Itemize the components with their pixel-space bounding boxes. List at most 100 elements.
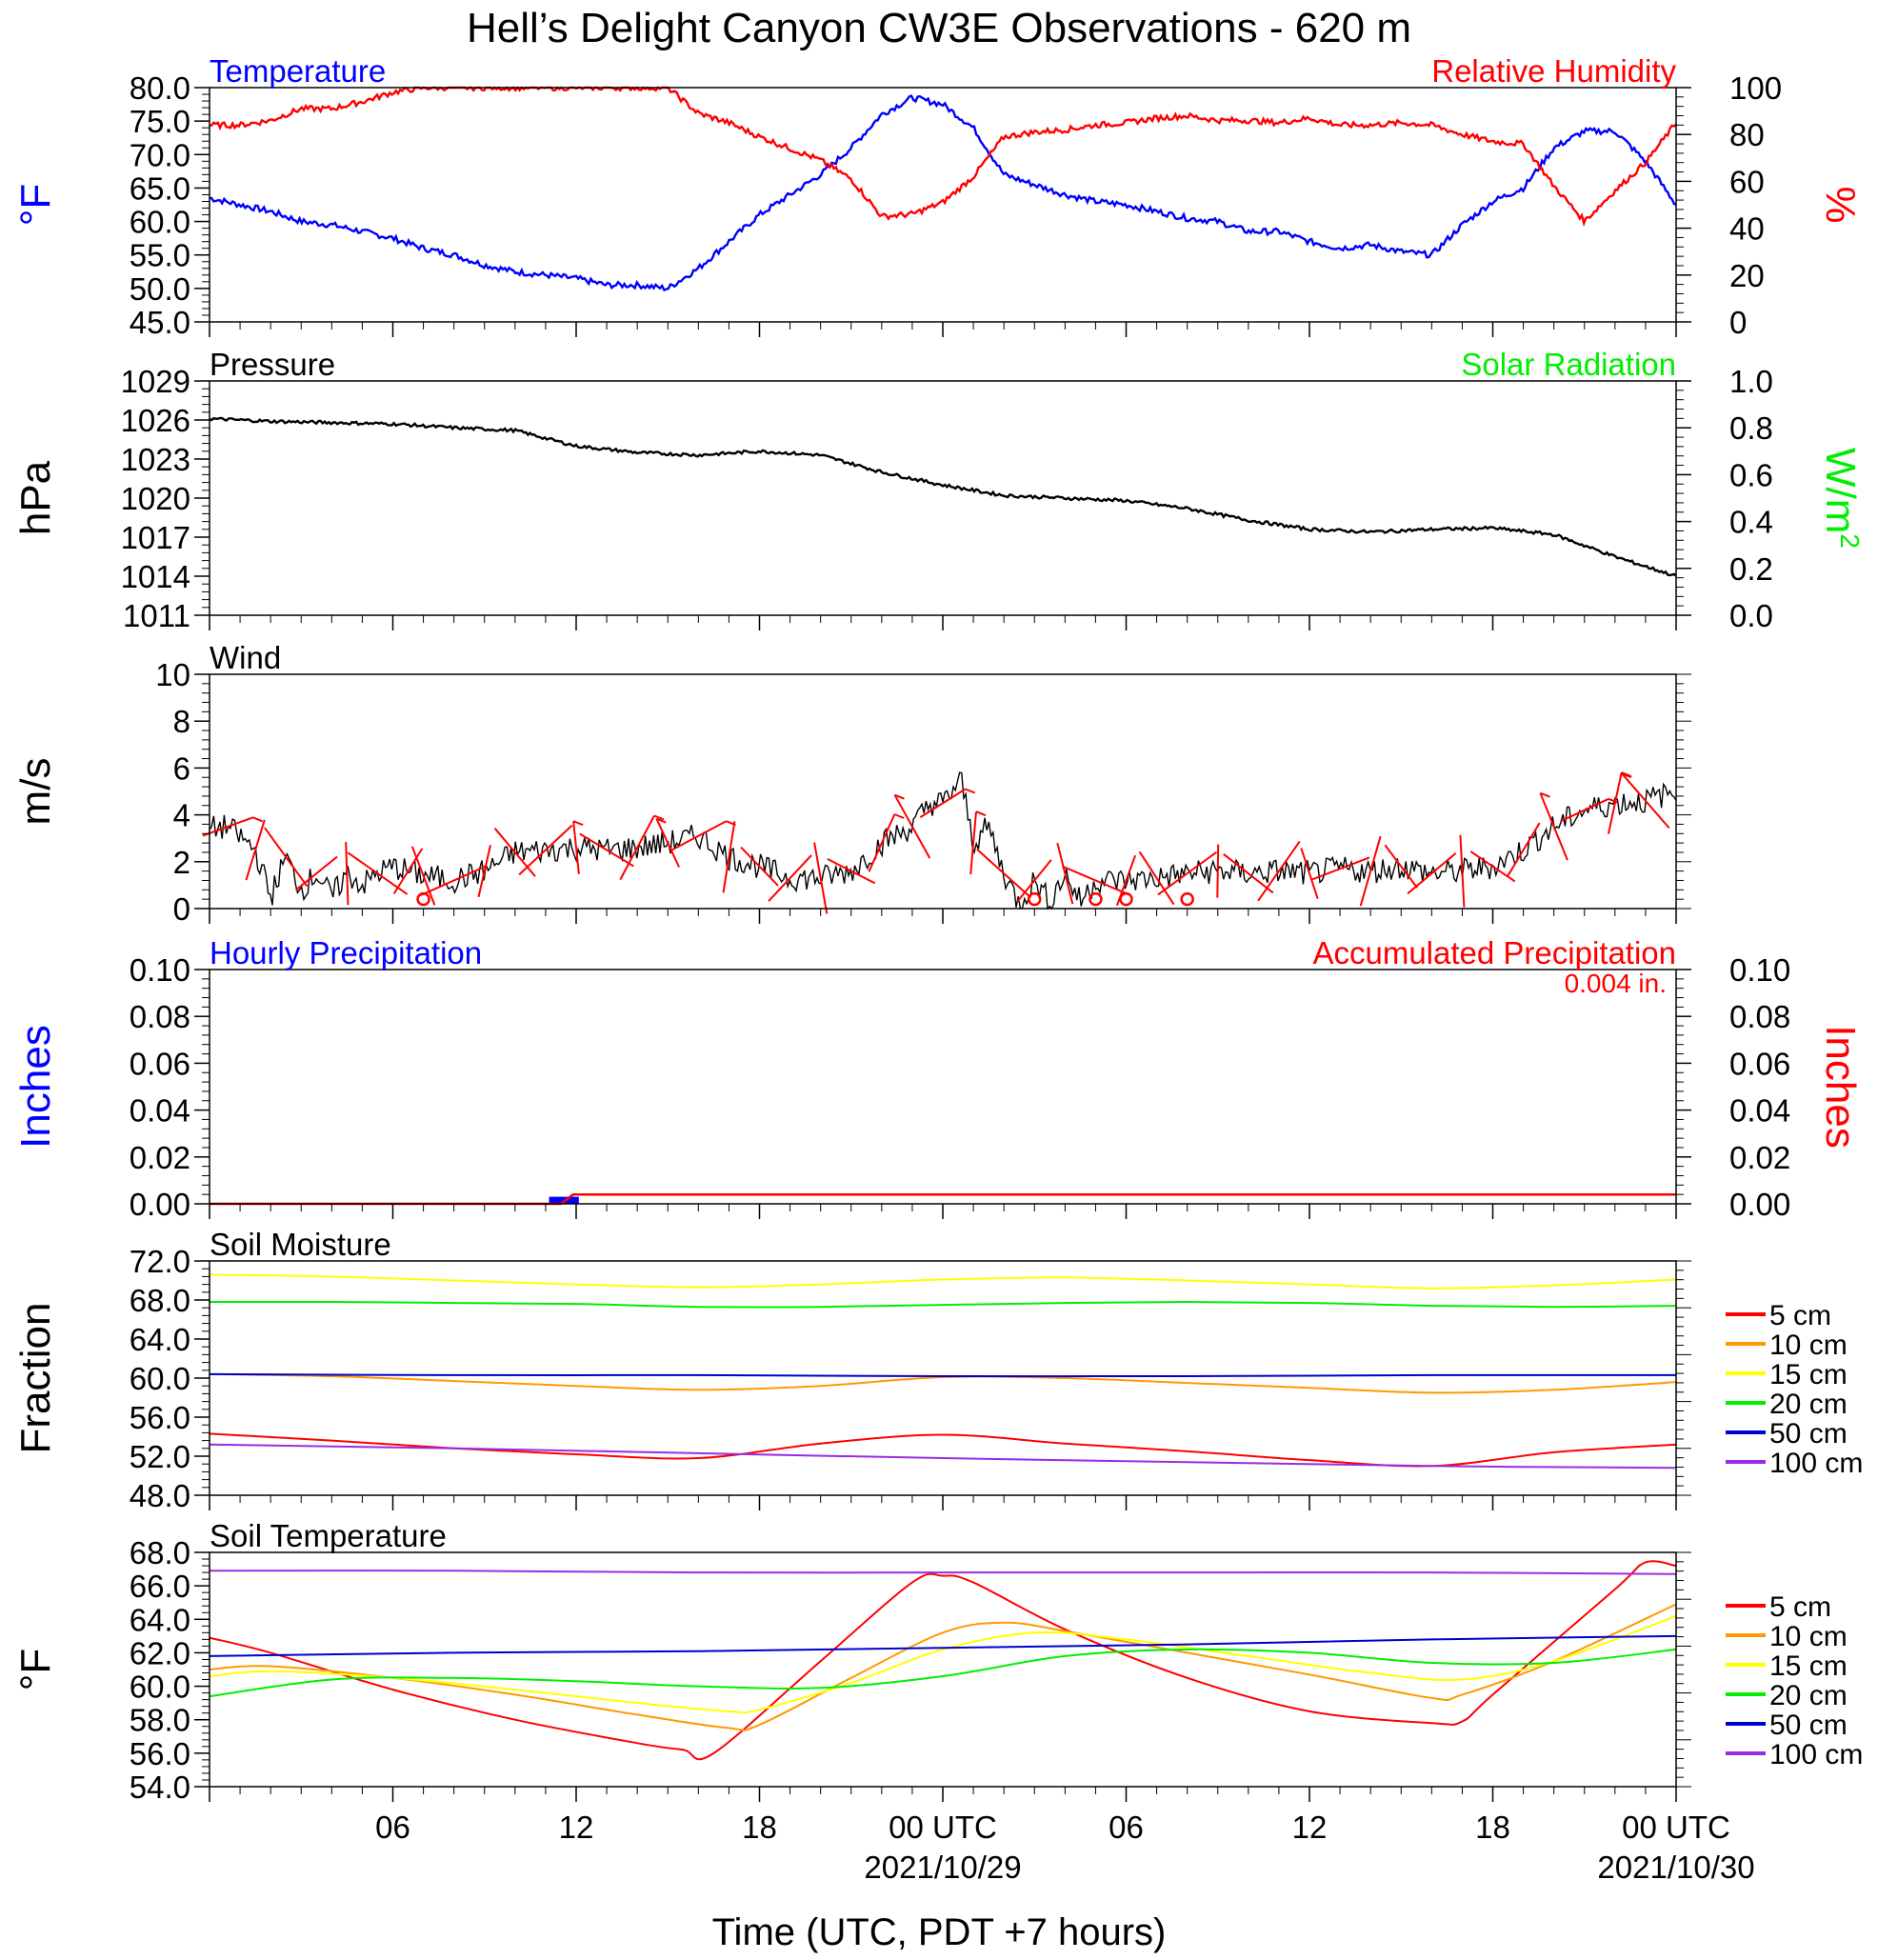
left-tick-label: 55.0 xyxy=(130,238,190,273)
wind-barb xyxy=(813,842,829,914)
wind-barb xyxy=(1223,853,1274,894)
right-tick-label: 0.6 xyxy=(1729,457,1773,492)
wind-barb-flag xyxy=(1621,772,1632,779)
wind-barb-flag xyxy=(656,817,667,824)
wind-barb xyxy=(518,824,573,876)
plot-area-wind xyxy=(202,771,1677,914)
left-tick-label: 0.10 xyxy=(130,952,190,988)
time-tick-label: 06 xyxy=(1109,1810,1144,1845)
wind-barb xyxy=(969,811,977,875)
wind-barb xyxy=(1459,834,1466,908)
wind-barb xyxy=(345,842,350,906)
wind-barb xyxy=(1016,859,1052,902)
panel-soil_moisture: 48.0 52.0 56.0 60.0 64.0 68.0 72.0 Soil Moistur… xyxy=(12,1227,1863,1513)
left-tick-label: 0.08 xyxy=(130,999,190,1034)
plot-area-pressure xyxy=(209,416,1677,577)
wind-barb xyxy=(264,827,309,888)
panel-title-left: Soil Moisture xyxy=(210,1227,391,1262)
wind-barb-flag xyxy=(965,788,976,794)
left-tick-label: 62.0 xyxy=(130,1635,190,1670)
date-tick-label: 2021/10/30 xyxy=(1597,1850,1754,1885)
panel-temp_rh: 45.050.055.060.065.070.075.080.0 0 20 40 60 8… xyxy=(12,53,1864,340)
y-axis-label-left: °F xyxy=(12,184,59,226)
panel-title-left: Wind xyxy=(210,640,281,675)
right-tick-label: 1.0 xyxy=(1729,364,1773,399)
legend-label: 20 cm xyxy=(1769,1680,1848,1711)
panel-title-right: Relative Humidity xyxy=(1431,53,1676,89)
wind-barb xyxy=(392,848,424,894)
left-tick-label: 0.00 xyxy=(130,1187,190,1222)
series-line-soil_temperature-0 xyxy=(209,1560,1677,1761)
x-axis: 06 12 18 00 UTC 2021/10/29 06 12 18 00 UTC 2021/1… xyxy=(375,1810,1754,1885)
wind-barb xyxy=(1506,822,1541,878)
wind-barb xyxy=(493,828,536,877)
panel-title-left: Temperature xyxy=(210,53,386,89)
left-tick-label: 70.0 xyxy=(130,137,190,172)
wind-barb xyxy=(1407,852,1457,895)
panel-pressure: 1011 1014 1017 1020 1023 1026 1029 0.0 0.2 0.4 0.6… xyxy=(12,347,1866,633)
left-tick-label: 64.0 xyxy=(130,1602,190,1637)
panel-soil_temperature: 54.056.058.060.062.064.066.068.0 Soil Tem… xyxy=(12,1518,1863,1805)
wind-barb-flag xyxy=(975,810,987,817)
y-axis-label-right-superscript: 2 xyxy=(1836,533,1866,549)
wind-barb xyxy=(1056,842,1074,905)
left-tick-label: 56.0 xyxy=(130,1736,190,1771)
y-axis-label-right: Inches xyxy=(1817,1025,1864,1149)
legend-label: 100 cm xyxy=(1769,1448,1863,1479)
time-tick-label: 18 xyxy=(742,1810,777,1845)
y-axis-label-right: % xyxy=(1817,186,1864,223)
panel-frame-soil_temperature xyxy=(209,1551,1677,1788)
panel-title-left: Soil Temperature xyxy=(210,1518,447,1553)
wind-barb xyxy=(410,846,436,906)
left-tick-label: 1017 xyxy=(121,520,190,555)
left-tick-label: 75.0 xyxy=(130,104,190,139)
left-tick-label: 60.0 xyxy=(130,1361,190,1396)
right-tick-label: 0.02 xyxy=(1729,1140,1790,1175)
left-tick-label: 80.0 xyxy=(130,70,190,106)
series-line-soil_moisture-0 xyxy=(209,1432,1677,1468)
right-tick-label: 40 xyxy=(1729,211,1765,247)
wind-barb xyxy=(477,845,491,898)
left-tick-label: 8 xyxy=(173,704,190,739)
wind-barb xyxy=(294,855,338,891)
time-tick-label: 06 xyxy=(375,1810,410,1845)
right-tick-label: 80 xyxy=(1729,117,1765,152)
series-line-soil_moisture-3 xyxy=(209,1300,1677,1309)
series-line-temp_rh-1 xyxy=(209,86,1677,228)
figure-title: Hell’s Delight Canyon CW3E Observations … xyxy=(467,5,1411,51)
panel-frame-wind xyxy=(209,673,1677,910)
wind-barb xyxy=(1216,844,1220,898)
left-tick-label: 1026 xyxy=(121,403,190,438)
left-tick-label: 50.0 xyxy=(130,271,190,307)
date-tick-label: 2021/10/29 xyxy=(864,1850,1021,1885)
series-line-wind-0 xyxy=(209,771,1677,910)
left-tick-label: 0.06 xyxy=(130,1046,190,1081)
left-tick-label: 52.0 xyxy=(130,1439,190,1474)
wind-barb xyxy=(919,788,967,818)
wind-barb xyxy=(579,832,634,868)
left-tick-label: 54.0 xyxy=(130,1770,190,1805)
plot-area-soil_temperature xyxy=(209,1560,1677,1761)
wind-barb xyxy=(1300,848,1319,900)
wind-calm-marker xyxy=(416,891,430,907)
hourly-precip-bar xyxy=(549,1196,561,1204)
legend-label: 50 cm xyxy=(1769,1418,1848,1450)
series-line-soil_moisture-5 xyxy=(209,1443,1677,1470)
wind-barb-flag xyxy=(252,816,263,823)
left-tick-label: 64.0 xyxy=(130,1322,190,1357)
series-line-soil_temperature-1 xyxy=(209,1603,1677,1731)
wind-barb xyxy=(893,794,931,859)
panel-wind: 0 2 4 6 8 10 Wind m/s xyxy=(12,640,1691,927)
legend-label: 10 cm xyxy=(1769,1330,1848,1361)
panel-frame-temp_rh xyxy=(209,87,1677,323)
wind-barb xyxy=(768,854,812,902)
time-tick-label: 12 xyxy=(559,1810,594,1845)
panel-title-right: Accumulated Precipitation xyxy=(1312,935,1676,970)
wind-barb-flag xyxy=(572,820,584,827)
wind-barb xyxy=(1621,772,1670,830)
right-tick-label: 0.06 xyxy=(1729,1046,1790,1081)
left-tick-label: 1014 xyxy=(121,559,190,594)
left-tick-label: 1011 xyxy=(123,598,190,633)
right-tick-label: 60 xyxy=(1729,164,1765,199)
left-tick-label: 66.0 xyxy=(130,1569,190,1604)
